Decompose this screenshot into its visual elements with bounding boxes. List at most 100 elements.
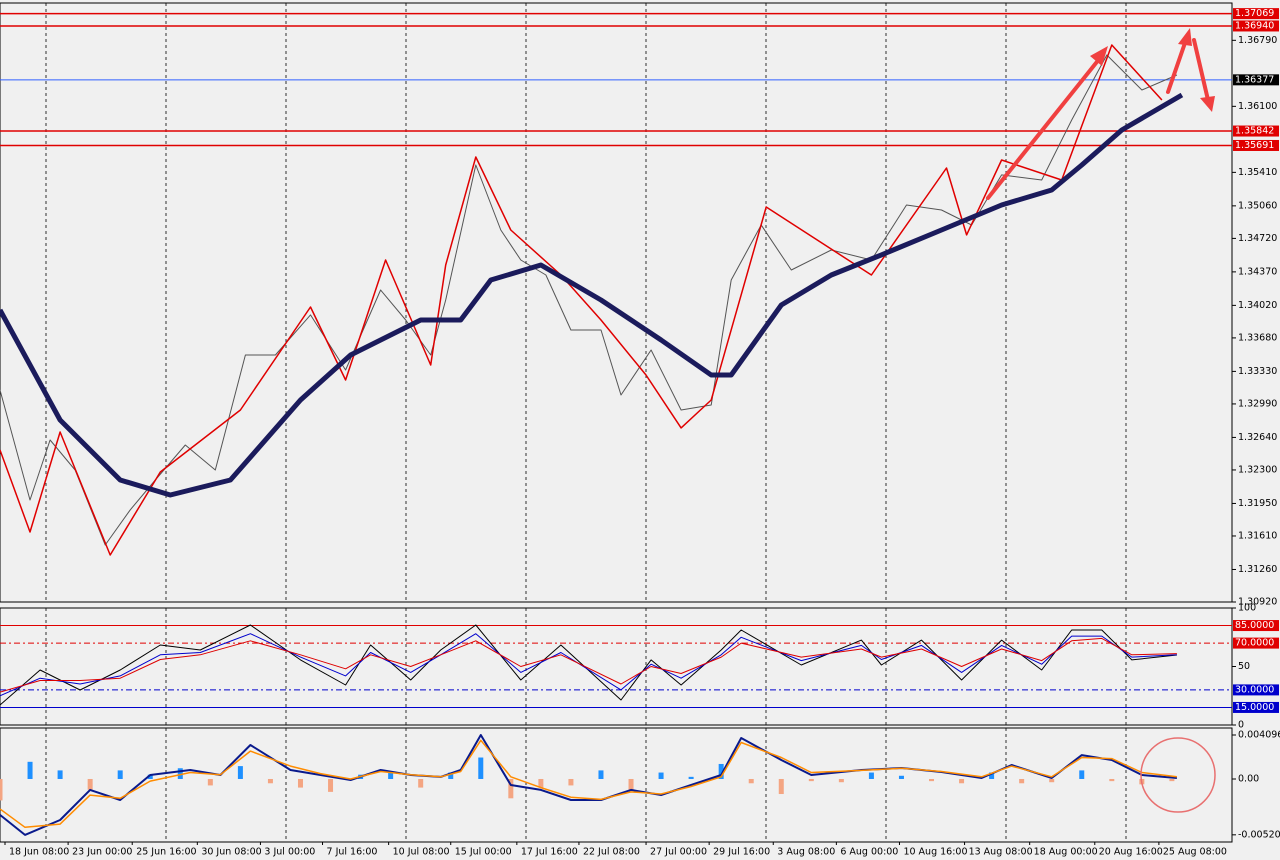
y-tick-label: 1.32990 <box>1238 398 1277 409</box>
histogram-bar <box>538 778 544 788</box>
histogram-bar <box>748 778 754 784</box>
histogram-bar <box>929 778 935 782</box>
x-tick-label: 22 Jul 08:00 <box>583 847 640 858</box>
histogram-bar <box>808 778 814 782</box>
histogram-bar <box>448 772 454 779</box>
series-line <box>0 633 1177 697</box>
histogram-bar <box>147 774 153 779</box>
level-label-text: 85.0000 <box>1235 620 1274 631</box>
level-label: 1.37069 <box>1233 8 1279 20</box>
level-label: 30.0000 <box>1233 684 1279 696</box>
histogram-bar <box>718 763 724 779</box>
arrow <box>1166 38 1188 94</box>
x-tick-label: 10 Jul 08:00 <box>393 847 450 858</box>
histogram-bar <box>418 778 424 788</box>
histogram-bar <box>0 778 3 801</box>
histogram-bar <box>57 770 63 779</box>
y-tick-label: 0 <box>1238 720 1244 731</box>
y-tick-label: 1.32300 <box>1238 464 1277 475</box>
level-label: 70.0000 <box>1233 637 1279 649</box>
x-tick-label: 23 Jun 00:00 <box>72 847 132 858</box>
histogram-bar <box>297 778 303 788</box>
level-label-box <box>1233 684 1279 696</box>
y-tick-label: 0.0040969 <box>1238 730 1280 741</box>
level-label: 1.35842 <box>1233 126 1279 137</box>
histogram-bar <box>868 772 874 779</box>
y-tick-label: 1.34020 <box>1238 300 1277 311</box>
level-label-text: 70.0000 <box>1235 638 1274 649</box>
histogram-bar <box>1049 778 1055 783</box>
level-label: 1.36377 <box>1233 74 1279 86</box>
y-tick-label: 1.34720 <box>1238 233 1277 244</box>
y-tick-label: 1.30920 <box>1238 597 1277 608</box>
level-label-text: 1.37069 <box>1235 8 1274 19</box>
histogram-bar <box>117 770 123 779</box>
histogram-bar <box>1019 778 1025 784</box>
histogram-bar <box>628 778 634 790</box>
level-label: 15.0000 <box>1233 701 1279 713</box>
y-tick-label: 0.00 <box>1238 773 1259 784</box>
arrow <box>986 56 1102 200</box>
level-label-text: 1.36940 <box>1235 20 1274 31</box>
y-tick-label: 1.33680 <box>1238 332 1277 343</box>
level-label-text: 1.36377 <box>1235 74 1274 85</box>
histogram-bar <box>838 778 844 783</box>
annotations <box>986 28 1215 200</box>
level-label: 1.36940 <box>1233 20 1279 32</box>
histogram-bar <box>568 778 574 786</box>
arrowhead <box>1178 28 1192 46</box>
x-tick-label: 18 Aug 00:00 <box>1034 847 1098 858</box>
level-label-box <box>1233 20 1279 32</box>
y-tick-label: 1.36100 <box>1238 101 1277 112</box>
y-tick-label: 1.34370 <box>1238 266 1277 277</box>
series-line <box>0 92 1184 498</box>
histogram-bar <box>688 776 694 779</box>
x-tick-label: 13 Aug 08:00 <box>969 847 1033 858</box>
histogram-bar <box>658 772 664 779</box>
histogram-bar <box>778 778 784 795</box>
y-tick-label: 1.31950 <box>1238 498 1277 509</box>
x-tick-label: 27 Jul 00:00 <box>650 847 707 858</box>
level-label-box <box>1233 701 1279 713</box>
highlight-circle <box>1140 737 1216 813</box>
y-tick-label: 100 <box>1238 603 1256 614</box>
x-tick-label: 3 Jul 00:00 <box>264 847 315 858</box>
histogram-bar <box>989 772 995 779</box>
series-line <box>0 44 1163 556</box>
x-tick-label: 3 Aug 08:00 <box>777 847 835 858</box>
histogram-bar <box>237 766 243 779</box>
x-tick-label: 18 Jun 08:00 <box>9 847 69 858</box>
level-label: 1.35691 <box>1233 139 1279 151</box>
level-label: 85.0000 <box>1233 620 1279 632</box>
y-tick-label: 1.32640 <box>1238 432 1277 443</box>
x-tick-label: 17 Jul 16:00 <box>521 847 578 858</box>
level-label-text: 30.0000 <box>1235 684 1274 695</box>
arrowhead <box>1090 46 1108 66</box>
histogram-bar <box>328 778 334 792</box>
x-tick-label: 10 Aug 16:00 <box>903 847 967 858</box>
panel-frame <box>0 727 1233 843</box>
histogram-bar <box>177 768 183 779</box>
histogram-bar <box>478 757 484 779</box>
level-label-box <box>1233 125 1279 137</box>
level-label-text: 1.35691 <box>1235 140 1274 151</box>
x-tick-label: 30 Jun 08:00 <box>201 847 261 858</box>
histogram-bar <box>87 778 93 790</box>
x-tick-label: 7 Jul 16:00 <box>327 847 378 858</box>
y-tick-label: 50 <box>1238 661 1250 672</box>
series-line <box>0 54 1178 546</box>
histogram-bar <box>598 770 604 779</box>
level-label-box <box>1233 637 1279 649</box>
arrow <box>1192 38 1210 102</box>
series-line <box>0 734 1177 836</box>
histogram-bar <box>508 778 514 799</box>
histogram-bar <box>267 778 273 784</box>
histogram-bar <box>388 772 394 779</box>
histogram-bar <box>1079 770 1085 779</box>
y-tick-label: 1.31610 <box>1238 530 1277 541</box>
level-label-box <box>1233 620 1279 632</box>
y-tick-label: 1.31260 <box>1238 564 1277 575</box>
